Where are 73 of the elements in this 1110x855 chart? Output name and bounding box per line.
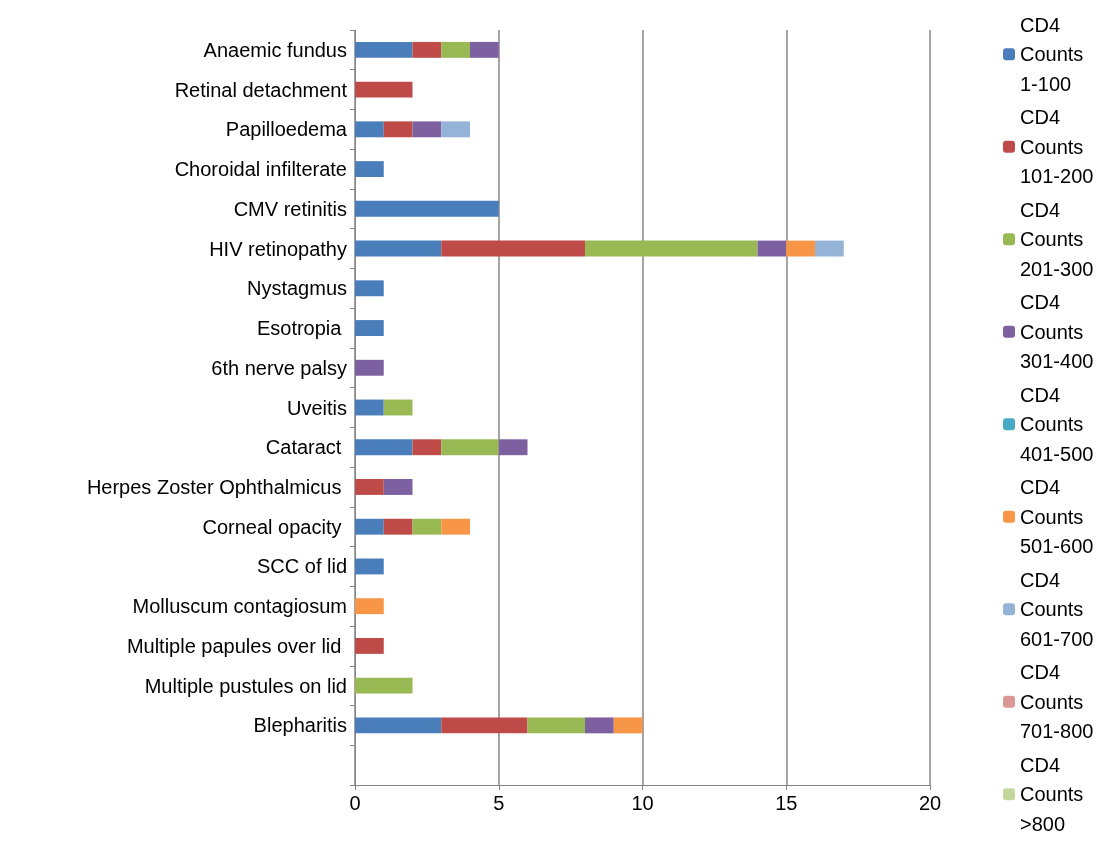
y-tick-label: Multiple pustules on lid	[144, 674, 347, 697]
y-tick-label: SCC of lid	[256, 555, 347, 578]
bar	[383, 399, 413, 416]
y-tick-label: Choroidal infilterate	[174, 158, 347, 181]
legend-label: CD4 Counts 501-600	[1020, 476, 1094, 558]
bar	[498, 439, 528, 456]
bar	[441, 121, 470, 138]
legend-label: CD4 Counts 701-800	[1020, 661, 1094, 743]
bar	[383, 518, 413, 535]
legend-label: CD4 Counts 1-100	[1020, 13, 1089, 95]
bar	[441, 717, 528, 734]
legend-label: CD4 Counts 401-500	[1020, 383, 1094, 465]
bar	[412, 518, 442, 535]
bar	[355, 717, 442, 734]
bar	[585, 717, 614, 734]
y-tick-label: HIV retinopathy	[209, 237, 347, 260]
bar	[355, 439, 413, 456]
bar	[355, 240, 442, 257]
x-tick-label: 5	[493, 792, 505, 814]
bar	[441, 439, 499, 456]
bar	[383, 479, 413, 495]
bar	[585, 240, 758, 257]
legend-label: CD4 Counts 201-300	[1020, 198, 1094, 280]
y-tick-label: Cataract	[265, 436, 347, 459]
y-tick-label: Herpes Zoster Ophthalmicus	[86, 475, 347, 498]
legend-label: CD4 Counts 601-700	[1020, 568, 1094, 650]
bar	[786, 240, 815, 257]
bar	[441, 41, 470, 58]
bar	[355, 280, 384, 297]
y-tick-label: Multiple papules over lid	[126, 634, 347, 657]
bar	[355, 41, 413, 58]
y-tick-label: Esotropia	[256, 317, 347, 340]
bar	[757, 240, 787, 257]
bar	[613, 717, 643, 734]
legend-label: CD4 Counts 301-400	[1020, 291, 1094, 373]
y-tick-label: CMV retinitis	[233, 197, 347, 220]
y-tick-label: Corneal opacity	[202, 515, 347, 538]
bar	[355, 558, 384, 575]
bar	[355, 598, 384, 615]
bar	[441, 240, 585, 257]
y-tick-label: Molluscum contagiosum	[132, 595, 347, 618]
bar	[355, 637, 384, 654]
x-tick-label: 10	[631, 792, 654, 814]
y-tick-label: Uveitis	[286, 396, 347, 419]
bar	[355, 200, 499, 217]
bar	[441, 518, 470, 535]
bar	[355, 399, 384, 416]
x-tick-label: 20	[918, 792, 942, 814]
y-tick-label: Papilloedema	[225, 118, 348, 141]
bar	[355, 359, 384, 376]
y-tick-label: 6th nerve palsy	[211, 356, 347, 379]
bar	[355, 518, 384, 535]
bar	[470, 41, 499, 58]
bar	[355, 81, 413, 98]
bar	[355, 479, 384, 495]
bar	[815, 240, 844, 257]
bar	[412, 121, 442, 138]
bar	[355, 320, 384, 336]
y-tick-label: Nystagmus	[246, 277, 347, 300]
bar	[355, 121, 384, 138]
x-tick-label: 15	[775, 792, 798, 814]
y-tick-label: Anaemic fundus	[203, 38, 347, 61]
bar	[527, 717, 585, 734]
bar	[412, 439, 442, 456]
bar	[355, 161, 384, 178]
bar	[412, 41, 442, 58]
legend-label: CD4 Counts 101-200	[1020, 106, 1094, 188]
legend-label: CD4 Counts >800	[1020, 753, 1089, 835]
y-tick-label: Blepharitis	[253, 714, 347, 737]
bar	[383, 121, 413, 138]
bar	[355, 677, 413, 694]
y-tick-label: Retinal detachment	[174, 78, 348, 101]
x-tick-label: 0	[349, 792, 361, 814]
